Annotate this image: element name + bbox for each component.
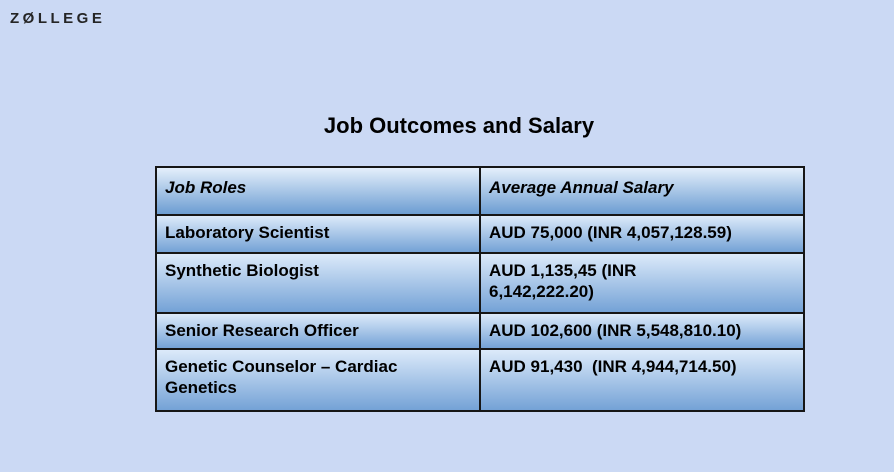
table-row: Genetic Counselor – Cardiac Genetics AUD…: [155, 348, 805, 412]
job-role-text: Synthetic Biologist: [165, 261, 319, 280]
table-row: Synthetic Biologist AUD 1,135,45 (INR 6,…: [155, 252, 805, 314]
job-role-text: Genetic Counselor – Cardiac Genetics: [165, 357, 398, 397]
job-outcomes-table: Job Roles Average Annual Salary Laborato…: [155, 166, 805, 412]
header-label: Job Roles: [165, 178, 247, 197]
salary-cell: AUD 75,000 (INR 4,057,128.59): [479, 214, 805, 254]
column-header-average-annual-salary: Average Annual Salary: [479, 166, 805, 216]
salary-text: AUD 91,430 (INR 4,944,714.50): [489, 357, 737, 376]
job-role-text: Senior Research Officer: [165, 321, 359, 340]
header-label: Average Annual Salary: [489, 178, 674, 197]
salary-cell: AUD 102,600 (INR 5,548,810.10): [479, 312, 805, 350]
salary-text: AUD 75,000 (INR 4,057,128.59): [489, 223, 732, 242]
job-role-cell: Senior Research Officer: [155, 312, 481, 350]
job-role-text: Laboratory Scientist: [165, 223, 330, 242]
salary-text: AUD 1,135,45 (INR 6,142,222.20): [489, 261, 637, 301]
job-role-cell: Synthetic Biologist: [155, 252, 481, 314]
table-header-row: Job Roles Average Annual Salary: [155, 166, 805, 216]
zollege-logo: ZØLLEGE: [10, 10, 106, 27]
page-title: Job Outcomes and Salary: [323, 113, 595, 138]
job-role-cell: Laboratory Scientist: [155, 214, 481, 254]
table-row: Senior Research Officer AUD 102,600 (INR…: [155, 312, 805, 350]
salary-text: AUD 102,600 (INR 5,548,810.10): [489, 321, 742, 340]
job-role-cell: Genetic Counselor – Cardiac Genetics: [155, 348, 481, 412]
salary-cell: AUD 91,430 (INR 4,944,714.50): [479, 348, 805, 412]
table-row: Laboratory Scientist AUD 75,000 (INR 4,0…: [155, 214, 805, 254]
salary-cell: AUD 1,135,45 (INR 6,142,222.20): [479, 252, 805, 314]
column-header-job-roles: Job Roles: [155, 166, 481, 216]
